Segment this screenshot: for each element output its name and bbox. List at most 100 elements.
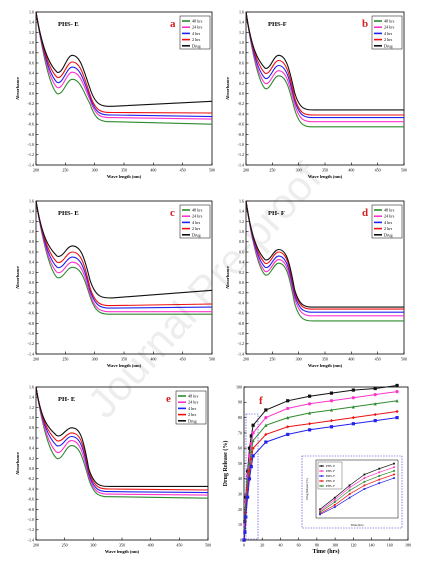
sample-label: PHS-F — [268, 21, 287, 28]
inset-frame — [301, 455, 403, 529]
x-axis-label: Wave length (nm) — [308, 363, 343, 368]
x-tick-label: 250 — [62, 168, 68, 173]
legend-label: Drug — [384, 232, 394, 237]
data-point — [351, 416, 355, 420]
data-point — [264, 423, 268, 427]
inset-data-point — [363, 473, 366, 476]
inset-legend-label: PHS- E — [326, 464, 335, 468]
x-tick-label: 40 — [278, 543, 282, 548]
legend-label: 24 hrs — [384, 25, 395, 30]
x-tick-label: 500 — [205, 543, 211, 548]
x-tick-label: 80 — [315, 543, 319, 548]
data-point — [395, 416, 399, 420]
y-tick-label: 60 — [238, 446, 242, 451]
y-tick-label: 0.8 — [239, 50, 244, 55]
x-tick-label: 300 — [92, 357, 98, 362]
y-tick-label: 1.2 — [29, 405, 34, 410]
inset-data-point — [319, 513, 321, 516]
y-tick-label: 0.0 — [239, 280, 244, 285]
x-tick-label: 140 — [369, 543, 375, 548]
y-tick-label: -0.6 — [238, 311, 244, 316]
y-tick-label: 50 — [238, 461, 242, 466]
data-point — [373, 419, 377, 423]
y-tick-label: 1.2 — [239, 219, 244, 224]
data-point — [264, 440, 268, 444]
inset-legend-marker — [320, 480, 323, 482]
x-tick-label: 350 — [322, 168, 328, 173]
series-line — [245, 200, 404, 317]
series-line — [245, 11, 404, 116]
series-line — [35, 386, 209, 496]
data-point — [329, 391, 334, 395]
y-tick-label: -0.6 — [238, 122, 244, 127]
series-line — [35, 386, 209, 494]
panel-f: 0 20 40 60 80 100 120 140 160 180 0 10 20 30 40 50 60 70 8… — [222, 383, 411, 555]
y-tick-label: -0.8 — [28, 321, 34, 326]
inset-legend-marker — [320, 475, 323, 477]
y-tick-label: 0.8 — [239, 239, 244, 244]
y-tick-label: 1.6 — [29, 384, 34, 389]
x-tick-label: 450 — [180, 168, 186, 173]
y-axis-label: Drug Release (%) — [222, 441, 229, 487]
x-tick-label: 200 — [33, 357, 39, 362]
y-tick-label: -0.2 — [238, 101, 244, 106]
y-axis-label: Absorbance — [15, 452, 20, 475]
x-tick-label: 450 — [180, 357, 186, 362]
inset-data-point — [333, 506, 336, 509]
series-line — [245, 11, 404, 111]
x-tick-label: 500 — [401, 357, 407, 362]
x-tick-label: 20 — [260, 543, 264, 548]
x-axis-label: Wave length (nm) — [308, 174, 343, 179]
data-point — [329, 425, 334, 429]
panel-letter: a — [170, 18, 176, 30]
data-point — [395, 383, 399, 388]
y-tick-label: -1.2 — [238, 341, 244, 346]
y-axis-label: Absorbance — [225, 77, 230, 100]
x-tick-label: 500 — [209, 357, 215, 362]
legend-label: 2 hrs — [384, 226, 393, 231]
y-tick-label: -0.6 — [28, 122, 34, 127]
data-point — [249, 434, 253, 438]
inset-data-point — [378, 478, 381, 481]
y-tick-label: -1.4 — [28, 537, 34, 542]
y-tick-label: 0.0 — [29, 91, 34, 96]
y-tick-label: 40 — [238, 476, 242, 481]
y-tick-label: 1.6 — [29, 198, 34, 203]
legend-label: 24 hrs — [192, 214, 203, 219]
data-point — [395, 399, 399, 403]
x-tick-label: 120 — [350, 543, 356, 548]
y-tick-label: -0.4 — [28, 300, 34, 305]
y-tick-label: 0.0 — [29, 466, 34, 471]
y-tick-label: -0.4 — [238, 111, 244, 116]
series-line — [35, 11, 213, 118]
data-point — [308, 411, 312, 415]
y-tick-label: -1.0 — [238, 142, 244, 147]
y-axis-label: Absorbance — [15, 77, 20, 100]
y-tick-label: -1.0 — [28, 331, 34, 336]
x-tick-label: 180 — [405, 543, 411, 548]
x-tick-label: 350 — [119, 543, 125, 548]
y-tick-label: 0.2 — [29, 270, 34, 275]
inset-legend-label: PSH- F — [326, 474, 335, 478]
y-tick-label: 1.6 — [239, 198, 244, 203]
legend-label: 2 hrs — [384, 37, 393, 42]
y-tick-label: 10 — [238, 522, 242, 527]
x-tick-label: 350 — [322, 357, 328, 362]
data-point — [308, 422, 312, 426]
inset-data-point — [363, 480, 366, 483]
y-tick-label: 0.2 — [239, 81, 244, 86]
data-point — [351, 396, 355, 400]
x-tick-label: 200 — [33, 168, 39, 173]
data-point — [246, 495, 250, 499]
y-tick-label: 0.6 — [239, 60, 244, 65]
x-tick-label: 300 — [296, 357, 302, 362]
panel-letter: d — [362, 207, 368, 219]
panel-letter: f — [259, 395, 263, 407]
y-tick-label: 0.8 — [29, 50, 34, 55]
x-axis-label: Wave length (nm) — [107, 174, 142, 179]
series-line — [35, 11, 213, 107]
y-axis-label: Absorbance — [15, 266, 20, 289]
sample-label: PH- F — [268, 210, 285, 217]
inset-legend-label: PHS- F — [326, 484, 335, 488]
panel-b: 200 250 300 350 400 450 500 -1.4 -1.2 -1.0 -0.8 -0.… — [225, 9, 407, 179]
